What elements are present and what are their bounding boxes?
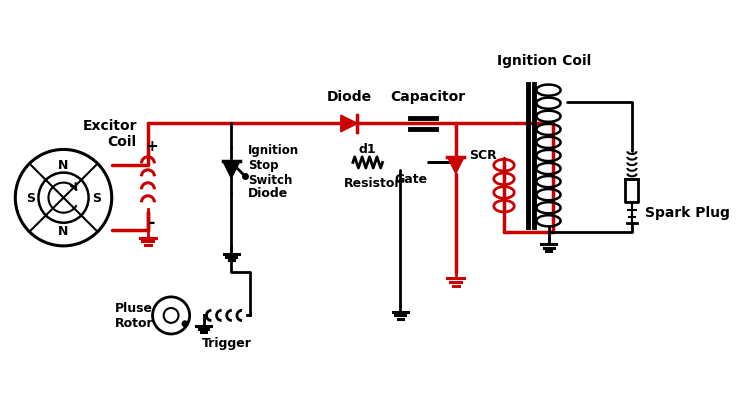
Text: Gate: Gate (394, 172, 428, 185)
Text: d1: d1 (358, 142, 376, 156)
Text: Excitor
Coil: Excitor Coil (82, 119, 137, 149)
Text: N: N (58, 159, 68, 172)
Text: -: - (148, 213, 155, 231)
Text: Ignition Coil: Ignition Coil (497, 54, 591, 68)
Text: Diode: Diode (248, 186, 289, 199)
Text: Pluse
Rotor: Pluse Rotor (115, 301, 153, 330)
Text: N: N (58, 224, 68, 237)
Polygon shape (447, 157, 464, 174)
Polygon shape (341, 116, 358, 133)
Text: Capacitor: Capacitor (390, 90, 466, 104)
Text: S: S (92, 192, 101, 205)
Polygon shape (223, 162, 240, 179)
Text: S: S (26, 192, 35, 205)
Text: SCR: SCR (469, 148, 497, 161)
Text: +: + (145, 139, 158, 154)
Text: Spark Plug: Spark Plug (645, 205, 730, 219)
Text: Diode: Diode (327, 90, 372, 104)
Circle shape (183, 321, 188, 327)
Text: Trigger: Trigger (202, 336, 252, 349)
Text: Resistor: Resistor (344, 177, 401, 190)
Text: Ignition
Stop
Switch: Ignition Stop Switch (248, 143, 300, 186)
